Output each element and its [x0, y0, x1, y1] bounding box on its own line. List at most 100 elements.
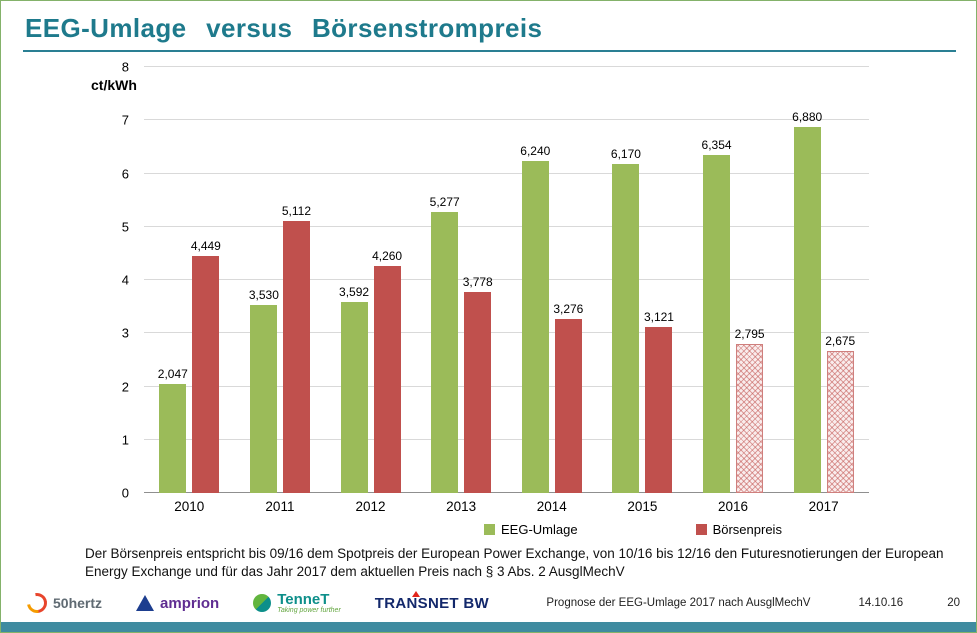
bar-wrap-eeg-umlage-2015: 6,170 [611, 67, 641, 493]
bar-boersenpreis-2015 [645, 326, 673, 493]
y-tick-0: 0 [121, 485, 129, 501]
tennet-circle-icon [253, 594, 272, 612]
bar-value-boersenpreis-2010: 4,449 [190, 239, 221, 254]
gridline-1 [144, 438, 869, 440]
bar-wrap-boersenpreis-2014: 3,276 [553, 67, 583, 493]
y-tick-5: 5 [121, 219, 129, 235]
gridline-7 [144, 119, 869, 121]
chart-legend: EEG-Umlage Börsenpreis [484, 522, 782, 537]
tennet-wordmark: TenneT [277, 591, 330, 608]
gridline-4 [144, 279, 869, 280]
y-tick-3: 3 [121, 325, 129, 341]
gridline-6 [144, 172, 869, 174]
footnote-text: Der Börsenpreis entspricht bis 09/16 dem… [85, 546, 944, 579]
bar-eeg-umlage-2017 [793, 126, 821, 493]
bar-boersenpreis-2016 [736, 344, 764, 493]
legend-item-eeg-umlage: EEG-Umlage [484, 522, 578, 537]
y-tick-6: 6 [121, 166, 129, 181]
bar-eeg-umlage-2013 [431, 212, 459, 493]
title-divider [23, 50, 956, 52]
bar-boersenpreis-2014 [554, 318, 582, 493]
bar-eeg-umlage-2014 [521, 160, 549, 493]
x-tick-2015: 2015 [627, 499, 658, 514]
gridline-8 [144, 66, 869, 67]
bar-wrap-eeg-umlage-2016: 6,354 [702, 67, 732, 493]
gridline-5 [144, 225, 869, 227]
bar-group-2017: 6,880 2,675 [778, 67, 869, 493]
bar-eeg-umlage-2015 [612, 164, 640, 493]
bar-wrap-boersenpreis-2017: 2,675 [825, 67, 855, 493]
bar-wrap-boersenpreis-2012: 4,260 [372, 67, 402, 493]
bar-value-eeg-umlage-2013: 5,277 [429, 195, 460, 209]
x-axis-labels: 2010 2011 2012 2013 2014 2015 2016 2017 [144, 499, 869, 514]
y-tick-4: 4 [121, 272, 129, 288]
bar-value-boersenpreis-2015: 3,121 [643, 309, 674, 324]
bar-wrap-boersenpreis-2013: 3,778 [463, 67, 493, 493]
bar-group-2015: 6,170 3,121 [597, 67, 688, 493]
bar-group-2010: 2,047 4,449 [144, 67, 235, 493]
bar-eeg-umlage-2011 [250, 305, 278, 493]
bar-wrap-eeg-umlage-2010: 2,047 [158, 67, 188, 493]
bar-value-eeg-umlage-2010: 2,047 [157, 367, 188, 381]
bar-value-boersenpreis-2017: 2,675 [825, 333, 856, 348]
x-tick-2016: 2016 [718, 499, 749, 514]
bar-value-boersenpreis-2012: 4,260 [372, 249, 403, 264]
y-tick-8: 8 [121, 59, 129, 75]
logo-amprion-label: amprion [160, 594, 220, 612]
footer: 50hertz amprion TenneT Taking power furt… [23, 589, 960, 617]
logo-50hertz: 50hertz [23, 589, 102, 617]
bar-boersenpreis-2011 [282, 220, 310, 493]
bar-value-boersenpreis-2016: 2,795 [734, 327, 765, 342]
x-tick-2011: 2011 [265, 499, 295, 514]
legend-label-eeg-umlage: EEG-Umlage [501, 522, 578, 537]
transnetbw-triangle-icon [411, 590, 420, 597]
bar-group-2016: 6,354 2,795 [688, 67, 779, 493]
bar-wrap-eeg-umlage-2011: 3,530 [249, 67, 279, 493]
y-tick-7: 7 [121, 112, 129, 128]
bar-wrap-boersenpreis-2011: 5,112 [282, 67, 311, 493]
bar-value-boersenpreis-2013: 3,778 [462, 274, 493, 289]
bar-value-eeg-umlage-2016: 6,354 [701, 137, 732, 152]
bar-value-eeg-umlage-2011: 3,530 [248, 288, 279, 303]
amprion-triangle-icon [136, 595, 155, 611]
bar-boersenpreis-2010 [192, 256, 220, 493]
bar-boersenpreis-2012 [373, 266, 401, 493]
legend-swatch-boersenpreis [695, 524, 707, 535]
footer-date: 14.10.16 [858, 597, 904, 609]
bar-eeg-umlage-2016 [703, 154, 731, 493]
logo-transnetbw-label: TRANSNET BW [374, 594, 489, 612]
logo-tennet: TenneT Taking power further [253, 592, 341, 614]
footer-meta: Prognose der EEG-Umlage 2017 nach AusglM… [546, 597, 960, 609]
x-tick-2013: 2013 [446, 499, 477, 514]
bottom-accent-bar [1, 622, 976, 632]
tennet-tagline: Taking power further [277, 607, 341, 614]
logo-amprion: amprion [136, 595, 219, 612]
bar-value-boersenpreis-2011: 5,112 [281, 203, 312, 218]
plot-area: 2,047 4,449 3,530 5,112 3,592 4,260 5,277 3,778… [144, 66, 869, 493]
bar-eeg-umlage-2010 [159, 384, 187, 493]
bar-value-eeg-umlage-2014: 6,240 [520, 143, 551, 158]
bar-value-eeg-umlage-2017: 6,880 [792, 109, 823, 124]
bar-wrap-boersenpreis-2015: 3,121 [644, 67, 674, 493]
bar-wrap-eeg-umlage-2017: 6,880 [792, 67, 822, 493]
bar-value-boersenpreis-2014: 3,276 [553, 301, 584, 316]
legend-item-boersenpreis: Börsenpreis [695, 522, 782, 537]
y-tick-1: 1 [121, 432, 129, 448]
bar-group-2013: 5,277 3,778 [416, 67, 507, 493]
bar-boersenpreis-2013 [464, 291, 492, 493]
y-tick-2: 2 [121, 379, 129, 394]
footer-page-number: 20 [947, 597, 960, 609]
x-tick-2010: 2010 [174, 499, 205, 514]
gridline-2 [144, 385, 869, 387]
bar-wrap-boersenpreis-2016: 2,795 [735, 67, 765, 493]
bar-value-eeg-umlage-2012: 3,592 [339, 284, 370, 299]
x-tick-2014: 2014 [536, 499, 567, 514]
gridline-3 [144, 332, 869, 334]
bar-wrap-boersenpreis-2010: 4,449 [191, 67, 221, 493]
x-tick-2012: 2012 [355, 499, 386, 514]
bar-eeg-umlage-2012 [340, 301, 368, 493]
gridline-0 [144, 492, 869, 493]
bar-wrap-eeg-umlage-2012: 3,592 [339, 67, 369, 493]
bar-wrap-eeg-umlage-2014: 6,240 [520, 67, 550, 493]
slide-title: EEG-Umlage versus Börsenstrompreis [25, 13, 543, 43]
